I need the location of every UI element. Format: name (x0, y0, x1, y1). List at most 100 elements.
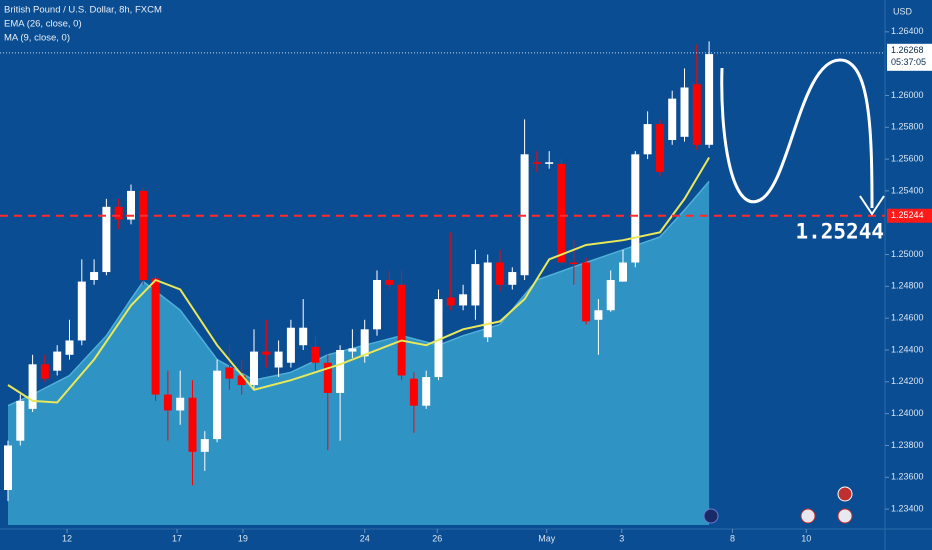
y-tick-label: 1.25600 (891, 153, 924, 163)
y-tick-label: 1.23600 (891, 472, 924, 482)
y-tick-label: 1.24000 (891, 408, 924, 418)
y-tick-label: 1.25400 (891, 185, 924, 195)
candle-body (360, 329, 369, 357)
candle-body (250, 351, 258, 385)
candle-body (274, 351, 283, 368)
candle-body (90, 272, 99, 280)
candle-body (65, 340, 74, 355)
candle-body (262, 351, 271, 355)
candle-body (655, 124, 664, 172)
candle-body (594, 310, 603, 320)
candle-body (459, 294, 468, 306)
last-price-label: 1.26268 (891, 45, 924, 55)
candle-body (545, 162, 554, 164)
candle-body (323, 362, 332, 393)
candle-body (422, 377, 431, 406)
y-tick-label: 1.24200 (891, 376, 924, 386)
candle-body (336, 350, 345, 393)
x-tick-label: May (538, 533, 556, 543)
candle-body (409, 378, 418, 406)
candle-body (385, 280, 394, 285)
candle-body (163, 394, 172, 411)
candle-body (16, 400, 25, 441)
x-tick-label: 10 (801, 533, 811, 543)
event-icon[interactable] (837, 508, 853, 524)
candle-body (532, 162, 541, 164)
candle-body (237, 375, 246, 385)
candle-body (3, 445, 12, 490)
level-box (887, 208, 932, 223)
x-tick-label: 12 (62, 533, 72, 543)
candle-body (114, 206, 123, 220)
candle-body (348, 348, 357, 352)
candle-body (692, 84, 701, 145)
candle-body (434, 299, 443, 378)
x-tick-label: 3 (619, 533, 624, 543)
legend-entry: EMA (26, close, 0) (4, 19, 82, 30)
level-label: 1.25244 (891, 210, 924, 220)
candle-body (496, 262, 505, 285)
y-tick-label: 1.24600 (891, 313, 924, 323)
countdown-label: 05:37:05 (891, 57, 926, 67)
candle-body (311, 346, 320, 363)
arrow-head (859, 195, 885, 216)
candle-body (139, 190, 148, 280)
candle-body (619, 262, 628, 282)
y-tick-label: 1.26000 (891, 90, 924, 100)
y-tick-label: 1.25000 (891, 249, 924, 259)
ema-line (7, 156, 710, 404)
candle-body (373, 280, 381, 330)
x-tick-label: 17 (172, 533, 182, 543)
candle-body (631, 154, 640, 263)
candle-body (680, 87, 689, 137)
candle-body (397, 284, 406, 376)
plot (0, 41, 885, 525)
y-tick-label: 1.23400 (891, 503, 924, 513)
candle-body (286, 327, 295, 363)
candle-body (188, 397, 197, 452)
candle-body (508, 272, 517, 285)
projection-arrow (720, 58, 874, 209)
x-tick-label: 26 (432, 533, 442, 543)
candle-body (705, 54, 714, 145)
candle-body (28, 364, 37, 409)
ma-area (7, 181, 710, 525)
candle-body (643, 124, 652, 155)
candle-body (126, 190, 135, 220)
candle-body (606, 280, 615, 311)
y-tick-label: 1.25800 (891, 122, 924, 132)
legend-entry: MA (9, close, 0) (4, 33, 70, 44)
candle-body (200, 439, 209, 452)
x-tick-label: 8 (730, 533, 735, 543)
chart-title: British Pound / U.S. Dollar, 8h, FXCM (4, 5, 162, 16)
currency-label: USD (893, 6, 913, 16)
candle-body (225, 367, 234, 379)
y-tick-label: 1.26400 (891, 26, 924, 36)
y-tick-label: 1.24400 (891, 344, 924, 354)
event-icon[interactable] (837, 486, 853, 502)
candle-body (299, 327, 308, 346)
event-icon[interactable] (800, 508, 816, 524)
candle-body (53, 351, 62, 371)
x-tick-label: 19 (238, 533, 248, 543)
candle-body (569, 262, 578, 265)
y-tick-label: 1.23800 (891, 440, 924, 450)
candle-body (446, 297, 455, 306)
candle-body (471, 264, 480, 306)
event-icon[interactable] (703, 508, 719, 524)
candle-body (668, 98, 677, 140)
candle-body (176, 397, 185, 411)
last-price-box (887, 43, 932, 71)
candle-body (151, 278, 160, 395)
candle-body (40, 364, 49, 379)
y-tick-label: 1.24800 (891, 281, 924, 291)
candle-body (213, 370, 222, 440)
candle-body (483, 262, 492, 338)
x-tick-label: 24 (360, 533, 370, 543)
candle-body (77, 281, 86, 341)
ma-line (7, 180, 710, 407)
candle-body (582, 262, 591, 322)
candle-body (557, 163, 566, 263)
